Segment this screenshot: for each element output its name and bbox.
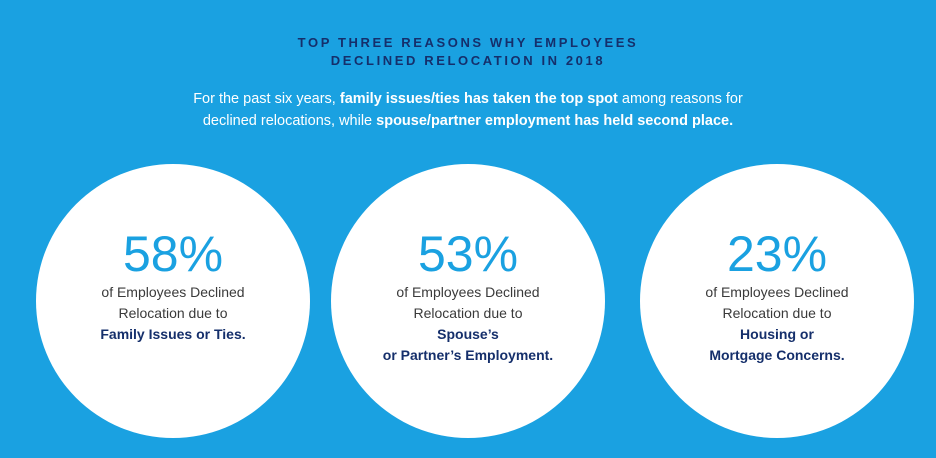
stat-desc-line-1: of Employees Declined [396,284,540,300]
stat-percent: 23% [726,226,828,282]
stat-circle-housing: 23% of Employees Declined Relocation due… [640,164,914,438]
stat-circle-spouse: 53% of Employees Declined Relocation due… [331,164,605,438]
stat-description: of Employees Declined Relocation due to … [640,282,914,366]
stat-description: of Employees Declined Relocation due to … [36,282,310,345]
intro-line-1-part-a: For the past six years, [193,91,340,107]
stat-desc-line-1: of Employees Declined [705,284,849,300]
title-line-2: DECLINED RELOCATION IN 2018 [330,53,606,68]
stat-description: of Employees Declined Relocation due to … [331,282,605,366]
intro-line-2: declined relocations, while spouse/partn… [0,110,936,132]
stat-desc-line-3: Mortgage Concerns. [709,347,845,363]
title-line-1: TOP THREE REASONS WHY EMPLOYEES [297,35,639,50]
stat-desc-line-2-text: Relocation due to [722,305,832,321]
intro-line-1-highlight: family issues/ties has taken the top spo… [339,91,618,107]
page-title: TOP THREE REASONS WHY EMPLOYEES DECLINED… [0,34,936,70]
stat-circle-family: 58% of Employees Declined Relocation due… [36,164,310,438]
stat-desc-line-1: of Employees Declined [101,284,245,300]
stat-desc-line-2-emphasis: Housing or [740,326,814,342]
stat-desc-line-3: or Partner’s Employment. [382,347,554,363]
intro-line-2-part-a: declined relocations, while [202,113,377,129]
intro-text: For the past six years, family issues/ti… [0,88,936,132]
stat-desc-line-2-emphasis: Spouse’s [437,326,499,342]
stat-percent: 58% [122,226,224,282]
intro-line-1-part-c: among reasons for [617,91,743,107]
stat-desc-line-2-text: Relocation due to [413,305,523,321]
stat-desc-line-3: Family Issues or Ties. [100,326,246,342]
stat-desc-line-2: Relocation due to Spouse’s [331,303,605,345]
stat-percent: 53% [417,226,519,282]
intro-line-1: For the past six years, family issues/ti… [0,88,936,110]
stat-desc-line-2-text: Relocation due to [118,305,228,321]
stat-desc-line-2: Relocation due to Housing or [640,303,914,345]
intro-line-2-highlight: spouse/partner employment has held secon… [376,113,734,129]
stat-desc-line-2: Relocation due to [36,303,310,324]
